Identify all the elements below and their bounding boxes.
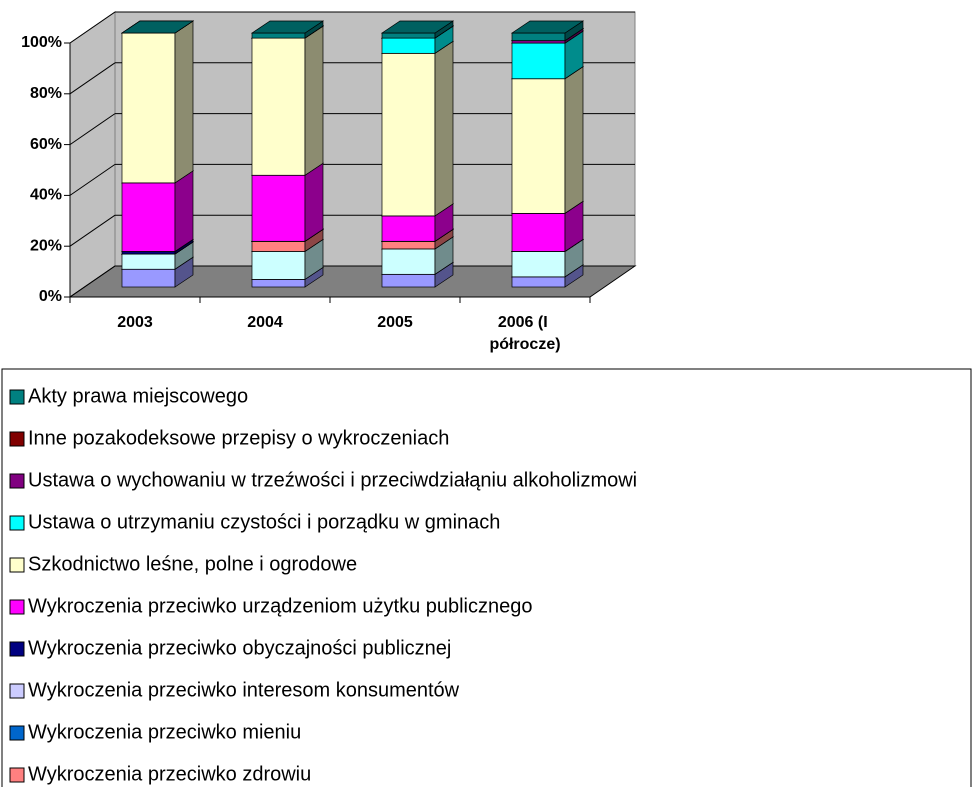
bar-segment: [121, 32, 176, 184]
bar-segment: [381, 215, 436, 242]
legend-swatch: [9, 557, 25, 573]
grid-line: [69, 163, 116, 196]
grid-line: [69, 11, 116, 44]
bar-segment: [121, 251, 176, 255]
bar-segment: [381, 240, 436, 250]
bar-segment: [251, 240, 306, 252]
bar-segment: [511, 212, 566, 252]
legend-label: Wykroczenia przeciwko mieniu: [28, 721, 301, 743]
legend-label: Wykroczenia przeciwko interesom konsumen…: [28, 679, 460, 701]
bar-side: [174, 170, 194, 253]
legend-label: Akty prawa miejscowego: [28, 385, 248, 407]
legend-label: Inne pozakodeksowe przepisy o wykroczeni…: [28, 427, 449, 449]
y-tick-label: 20%: [30, 237, 62, 254]
bar-segment: [381, 37, 436, 54]
bar-side: [174, 20, 194, 184]
grid-line: [69, 265, 116, 298]
legend-swatch: [9, 599, 25, 615]
legend-label: Szkodnictwo leśne, polne i ogrodowe: [28, 553, 357, 575]
x-tick-label: 2004: [247, 314, 283, 331]
x-tick-label: 2003: [117, 314, 153, 331]
grid-line: [69, 214, 116, 247]
bar-top: [510, 20, 585, 34]
grid-line: [69, 113, 116, 146]
bar-segment: [511, 42, 566, 80]
plot: 0% 20% 40% 60% 80% 100% 2003 2004 2005 2006 (I pó…: [21, 11, 635, 353]
legend-swatch: [9, 431, 25, 447]
grid-line: [69, 62, 116, 95]
bar-side: [564, 66, 584, 214]
bar-side: [304, 162, 324, 242]
bar-segment: [121, 268, 176, 288]
legend-label: Ustawa o wychowaniu w trzeźwości i przec…: [28, 469, 637, 491]
bar-segment: [511, 276, 566, 288]
legend-swatch: [9, 767, 25, 783]
legend-swatch: [9, 641, 25, 657]
bar-top: [120, 20, 195, 34]
y-tick-label: 40%: [30, 187, 62, 204]
bar-segment: [251, 32, 306, 39]
legend-label: Wykroczenia przeciwko obyczajności publi…: [28, 637, 451, 659]
x-tick-label: 2006 (I półrocze): [489, 314, 560, 353]
bar-segment: [511, 251, 566, 278]
y-tick-label: 80%: [30, 85, 62, 102]
side-wall: [69, 11, 116, 298]
bar-segment: [251, 251, 306, 280]
legend-label: Wykroczenia przeciwko urządzeniom użytku…: [28, 595, 533, 617]
bar-segment: [381, 32, 436, 39]
bar-top: [250, 20, 325, 34]
bar-segment: [381, 52, 436, 217]
bar-side: [434, 40, 454, 217]
bar-segment: [511, 32, 566, 41]
bar-segment: [251, 279, 306, 288]
bar-segment: [251, 37, 306, 176]
bar-segment: [251, 174, 306, 242]
legend-swatch: [9, 473, 25, 489]
bar-segment: [511, 40, 566, 44]
legend-swatch: [9, 515, 25, 531]
y-tick-label: 60%: [30, 136, 62, 153]
legend-box: [1, 368, 972, 787]
bar-segment: [381, 273, 436, 288]
bar-segment: [511, 78, 566, 214]
legend-label: Ustawa o utrzymaniu czystości i porządku…: [28, 511, 500, 533]
bar-top: [380, 20, 455, 34]
bar-segment: [121, 182, 176, 252]
legend-swatch: [9, 725, 25, 741]
x-tick-label: 2005: [377, 314, 413, 331]
y-tick-label: 0%: [39, 288, 62, 305]
bar-segment: [121, 253, 176, 270]
legend-label: Wykroczenia przeciwko zdrowiu: [28, 763, 311, 785]
y-tick-label: 100%: [21, 34, 62, 51]
legend-swatch: [9, 683, 25, 699]
legend-swatch: [9, 389, 25, 405]
bar-segment: [381, 248, 436, 275]
bar-side: [304, 25, 324, 176]
